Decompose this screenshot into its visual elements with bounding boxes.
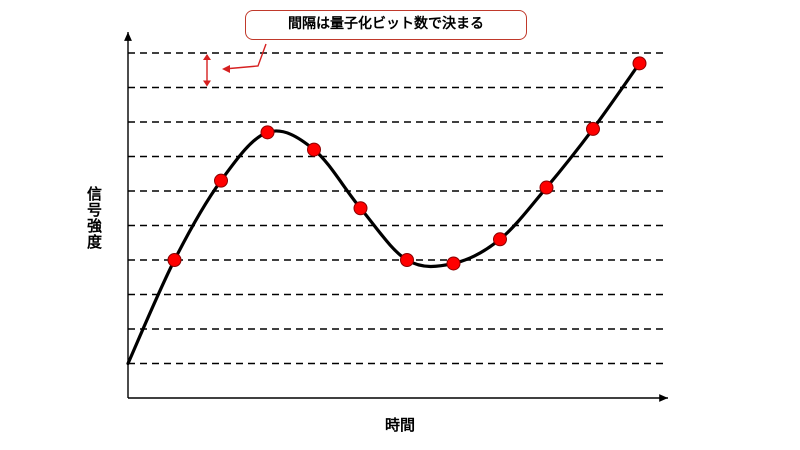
sample-point [307,142,321,157]
interval-indicator [203,43,267,87]
sample-point [214,173,228,188]
callout-pointer-head [222,65,230,73]
sample-point [400,253,414,267]
sample-point [493,232,507,247]
sample-point [353,201,368,216]
quantization-levels [128,52,668,365]
sample-point [446,256,461,271]
interval-arrow-head [203,54,211,60]
signal-curve [126,61,642,366]
x-axis-label: 時間 [384,416,415,434]
y-axis-label: 信号強度 [85,186,103,250]
sample-point [632,56,647,71]
sample-point [539,180,554,195]
sample-point [260,125,275,140]
sample-points [167,56,647,271]
sample-point [586,121,600,136]
sample-point [167,253,182,267]
interval-arrow-head [203,80,211,87]
quantization-callout: 間隔は量子化ビット数で決まる [245,10,527,40]
callout-pointer [223,43,267,70]
